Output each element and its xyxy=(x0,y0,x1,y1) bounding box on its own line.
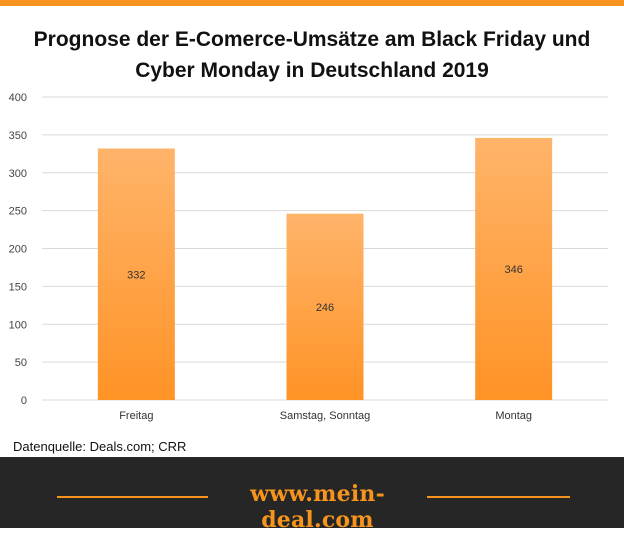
bar-2 xyxy=(286,213,364,400)
y-tick-label: 0 xyxy=(21,395,27,407)
y-tick-label: 350 xyxy=(9,130,27,142)
y-tick-label: 100 xyxy=(9,319,27,331)
data-label-2: 246 xyxy=(316,302,334,314)
y-tick-label: 50 xyxy=(15,357,27,369)
x-category-label: Freitag xyxy=(119,410,153,422)
data-label-1: 332 xyxy=(127,269,145,281)
footer-line-right xyxy=(427,496,570,498)
y-tick-label: 200 xyxy=(9,244,27,256)
y-tick-label: 300 xyxy=(9,168,27,180)
y-tick-label: 250 xyxy=(9,206,27,218)
footer-line-left xyxy=(57,496,208,498)
data-label-3: 346 xyxy=(504,264,522,276)
bar-chart: 0 50 100 150 200 250 300 350 400 332 Freitag 246 Sa… xyxy=(9,92,608,422)
bar-1 xyxy=(97,148,175,400)
bar-3 xyxy=(475,137,553,400)
footer-banner: www.mein-deal.com xyxy=(0,457,624,533)
chart-card: Prognose der E-Comerce-Umsätze am Black … xyxy=(0,6,624,457)
data-source-note: Datenquelle: Deals.com; CRR xyxy=(13,439,187,454)
footer-website-link[interactable]: www.mein-deal.com xyxy=(250,481,385,533)
top-accent-strip xyxy=(0,0,624,6)
chart-title: Prognose der E-Comerce-Umsätze am Black … xyxy=(33,28,591,82)
x-category-label: Samstag, Sonntag xyxy=(280,410,371,422)
y-tick-label: 150 xyxy=(9,281,27,293)
y-tick-label: 400 xyxy=(9,92,27,104)
x-category-label: Montag xyxy=(495,410,532,422)
